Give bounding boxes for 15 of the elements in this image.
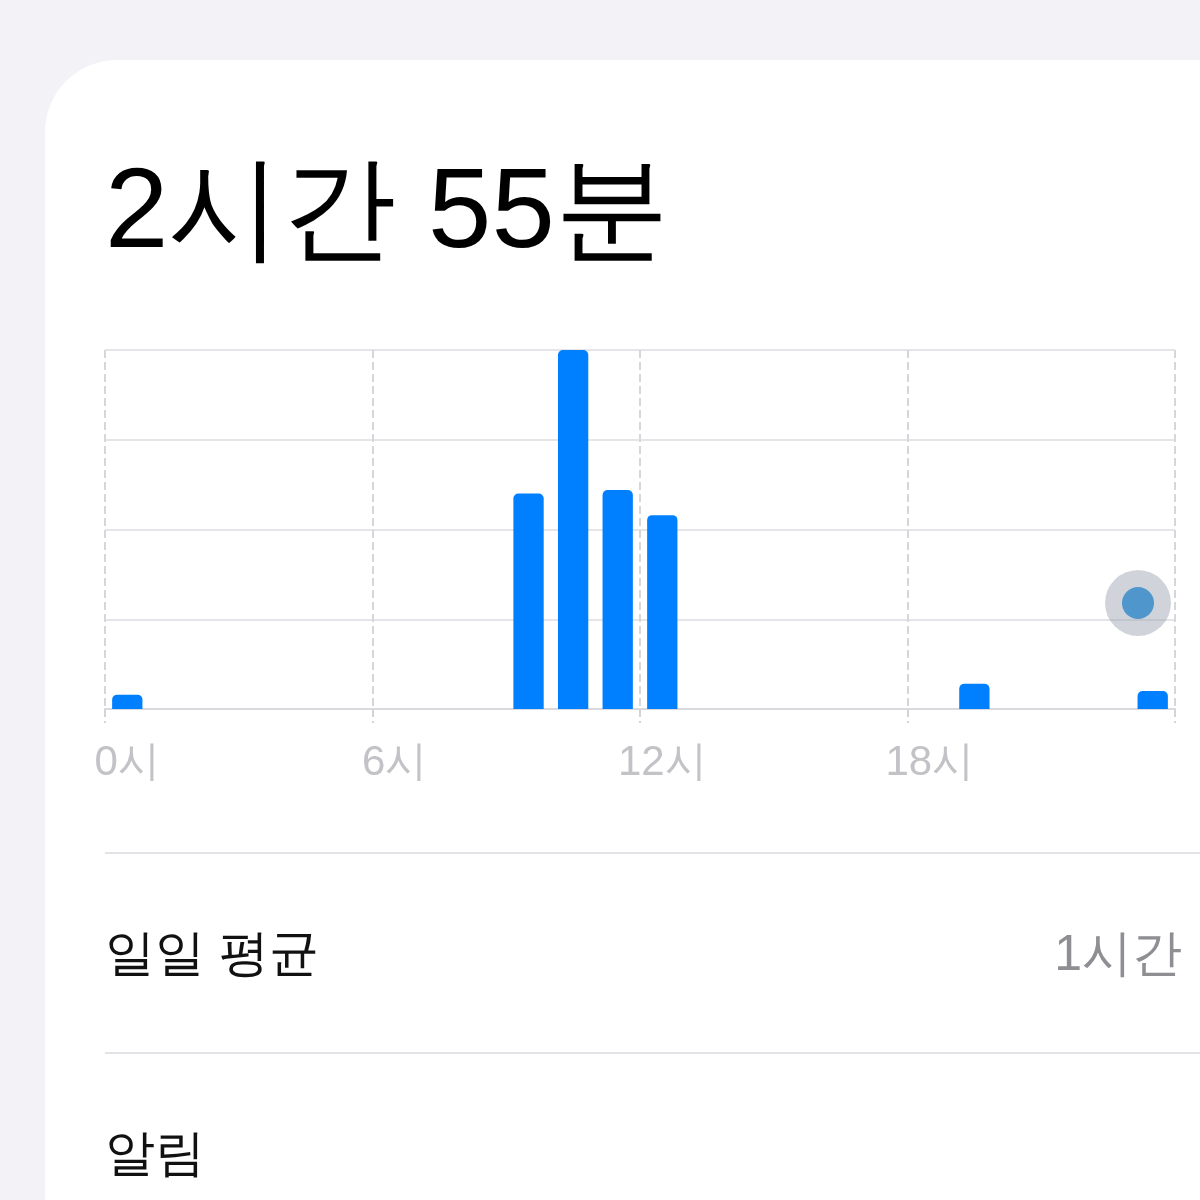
chart-title: 2시간 55분 [105, 143, 669, 273]
text: 알림 [105, 1124, 205, 1183]
x-tick-label: 0시 [94, 736, 160, 784]
bar [112, 694, 143, 709]
bar [647, 515, 678, 709]
bar [557, 350, 589, 709]
bar [513, 493, 544, 709]
text: 일일 평균 [105, 924, 319, 983]
text: 1시간 [1054, 924, 1182, 983]
x-tick-label: 12시 [617, 736, 707, 784]
x-tick-label: 6시 [362, 736, 428, 784]
bar [959, 683, 990, 709]
bar [1137, 691, 1168, 709]
bar [602, 490, 633, 709]
x-tick-label: 18시 [885, 736, 975, 784]
